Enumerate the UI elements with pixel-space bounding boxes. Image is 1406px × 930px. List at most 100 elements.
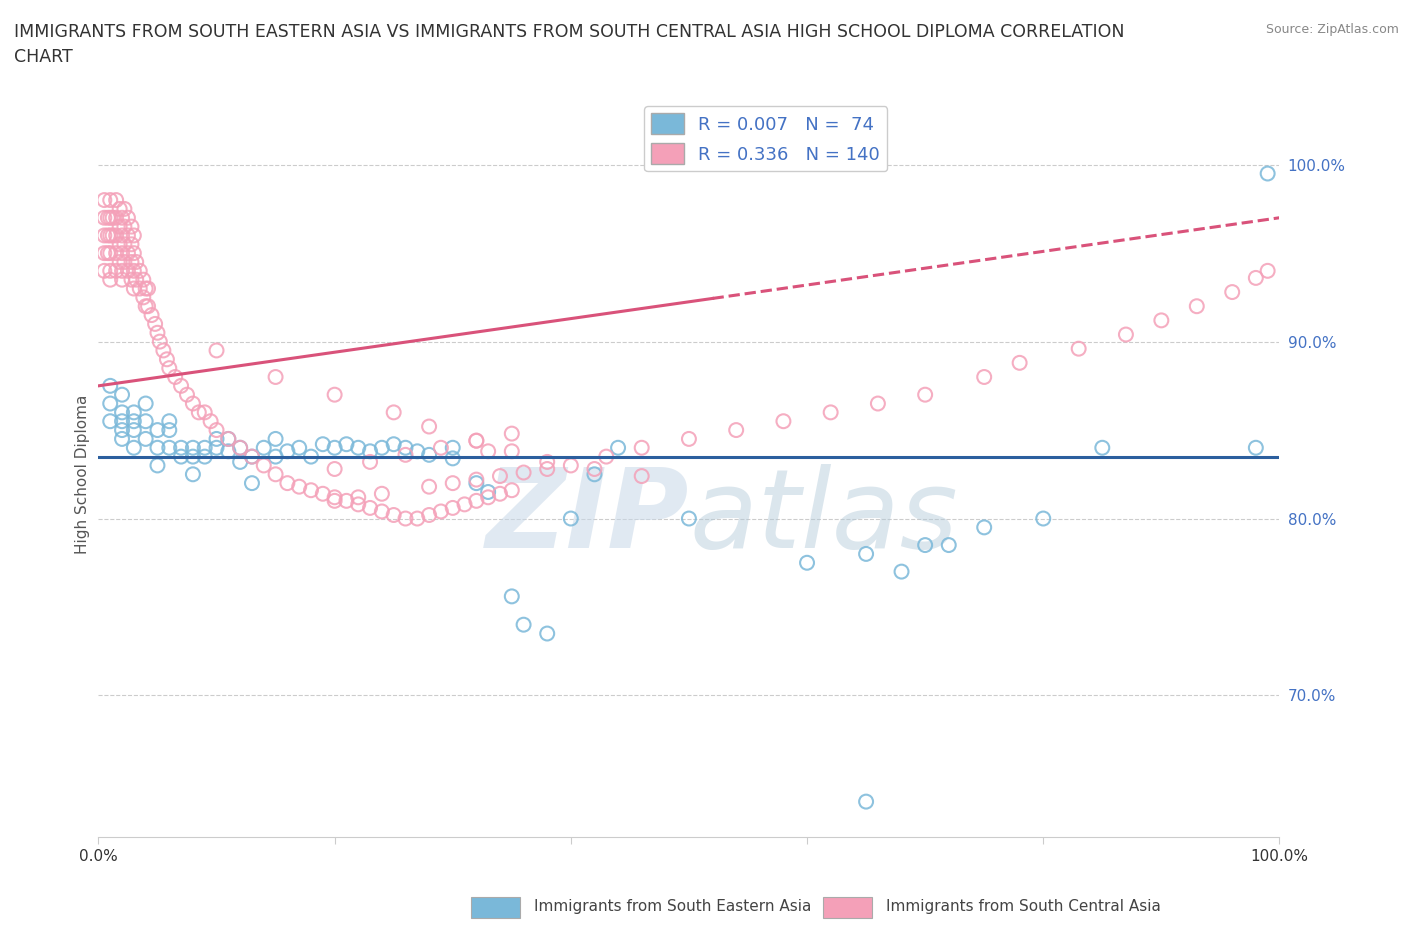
Point: [501, 426, 523, 441]
Point: [112, 255, 135, 270]
Point: [111, 246, 134, 260]
Point: [465, 494, 488, 509]
Point: [418, 508, 440, 523]
Point: [111, 414, 134, 429]
Point: [98, 414, 121, 429]
Point: [240, 449, 263, 464]
Point: [371, 504, 394, 519]
Point: [108, 219, 131, 234]
Point: [135, 432, 157, 446]
Point: [1091, 440, 1114, 455]
Point: [477, 444, 499, 458]
Point: [240, 476, 263, 491]
Point: [312, 437, 335, 452]
Point: [122, 263, 145, 278]
Point: [111, 387, 134, 402]
Point: [141, 308, 163, 323]
Text: Immigrants from South Eastern Asia: Immigrants from South Eastern Asia: [534, 899, 811, 914]
Point: [125, 272, 148, 287]
Point: [101, 228, 124, 243]
Point: [165, 369, 187, 384]
Point: [276, 444, 298, 458]
Point: [98, 272, 121, 287]
Point: [465, 472, 488, 487]
Point: [205, 343, 228, 358]
Point: [111, 210, 134, 225]
Point: [595, 449, 617, 464]
Point: [152, 343, 174, 358]
Point: [146, 422, 169, 437]
Point: [583, 461, 606, 476]
Point: [128, 281, 150, 296]
Point: [371, 440, 394, 455]
Point: [121, 272, 143, 287]
Point: [181, 467, 204, 482]
Point: [229, 440, 252, 455]
Point: [181, 440, 204, 455]
Point: [122, 405, 145, 419]
Point: [105, 263, 128, 278]
Point: [382, 437, 405, 452]
Point: [181, 396, 204, 411]
Point: [117, 263, 139, 278]
Point: [122, 440, 145, 455]
Point: [973, 520, 995, 535]
Point: [98, 228, 121, 243]
Point: [678, 512, 700, 526]
Point: [264, 467, 287, 482]
Point: [264, 432, 287, 446]
Text: IMMIGRANTS FROM SOUTH EASTERN ASIA VS IMMIGRANTS FROM SOUTH CENTRAL ASIA HIGH SC: IMMIGRANTS FROM SOUTH EASTERN ASIA VS IM…: [14, 23, 1125, 41]
Point: [200, 414, 222, 429]
Point: [111, 228, 134, 243]
Point: [288, 440, 311, 455]
Point: [157, 440, 180, 455]
Point: [105, 210, 128, 225]
Point: [240, 449, 263, 464]
Point: [157, 422, 180, 437]
Point: [253, 458, 276, 472]
Point: [630, 469, 652, 484]
Point: [394, 440, 416, 455]
Point: [359, 500, 381, 515]
Point: [772, 414, 794, 429]
Point: [914, 387, 936, 402]
Point: [630, 440, 652, 455]
Point: [111, 422, 134, 437]
Point: [560, 512, 582, 526]
Point: [117, 246, 139, 260]
Point: [1244, 440, 1267, 455]
Point: [465, 433, 488, 448]
Point: [347, 440, 370, 455]
Point: [512, 465, 534, 480]
Point: [176, 387, 198, 402]
Point: [105, 193, 128, 207]
Point: [855, 547, 877, 562]
Point: [170, 440, 193, 455]
Point: [583, 467, 606, 482]
Point: [323, 440, 346, 455]
Point: [536, 455, 558, 470]
Text: CHART: CHART: [14, 48, 73, 66]
Point: [122, 422, 145, 437]
Point: [418, 419, 440, 434]
Point: [1185, 299, 1208, 313]
Point: [347, 490, 370, 505]
Point: [288, 479, 311, 494]
Point: [181, 449, 204, 464]
Point: [1257, 263, 1279, 278]
Point: [101, 210, 124, 225]
Point: [93, 193, 115, 207]
Point: [98, 379, 121, 393]
Point: [406, 512, 429, 526]
Point: [217, 444, 239, 458]
Point: [128, 263, 150, 278]
Point: [1067, 341, 1090, 356]
Point: [323, 490, 346, 505]
Point: [276, 476, 298, 491]
Point: [93, 263, 115, 278]
Point: [98, 396, 121, 411]
Point: [1244, 271, 1267, 286]
Point: [194, 405, 217, 419]
Point: [157, 361, 180, 376]
Point: [465, 433, 488, 448]
